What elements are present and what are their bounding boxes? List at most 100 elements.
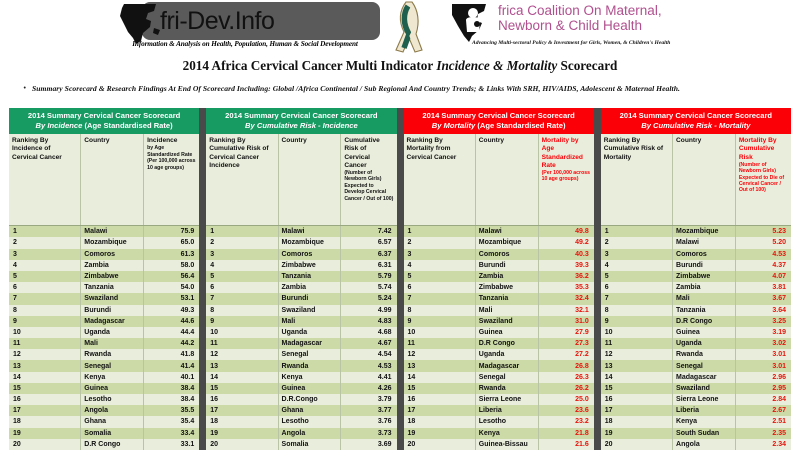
cell-country: Ghana [81,416,145,428]
table-row[interactable]: 13 Madagascar 26.8 [403,360,594,372]
table-row[interactable]: 1 Malawi 7.42 [206,226,397,238]
table-row[interactable]: 12 Senegal 4.54 [206,349,397,361]
table-row[interactable]: 7 Swaziland 53.1 [9,293,200,305]
table-row[interactable]: 15 Swaziland 2.95 [600,382,791,394]
cell-country: Guinea [476,326,539,339]
table-row[interactable]: 11 Madagascar 4.67 [206,338,397,350]
table-row[interactable]: 8 Swaziland 4.99 [206,304,397,316]
table-row[interactable]: 14 Kenya 4.41 [206,371,397,383]
column-header-rank: Ranking By Cumulative Risk of Cervical C… [206,134,279,226]
table-row[interactable]: 7 Mali 3.67 [600,293,791,305]
table-row[interactable]: 18 Lesotho 3.76 [206,416,397,428]
table-row[interactable]: 16 Sierra Leone 2.84 [600,394,791,406]
table-row[interactable]: 15 Rwanda 26.2 [403,382,594,394]
table-row[interactable]: 2 Mozambique 49.2 [403,237,594,249]
table-row[interactable]: 17 Liberia 2.67 [600,405,791,417]
cell-country: Mozambique [673,226,736,238]
table-row[interactable]: 18 Lesotho 23.2 [403,416,594,428]
table-row[interactable]: 10 Guinea 27.9 [403,326,594,339]
table-row[interactable]: 10 Uganda 4.68 [206,326,397,339]
table-4-banner: 2014 Summary Cervical Cancer Scorecard By… [600,108,791,135]
table-row[interactable]: 15 Guinea 4.26 [206,382,397,394]
table-row[interactable]: 8 Burundi 49.3 [9,304,200,316]
table-row[interactable]: 13 Rwanda 4.53 [206,360,397,372]
table-row[interactable]: 4 Burundi 4.37 [600,259,791,271]
table-row[interactable]: 6 Zambia 3.81 [600,282,791,294]
cell-value: 49.3 [180,306,195,314]
table-row[interactable]: 2 Mozambique 65.0 [9,237,200,249]
table-row[interactable]: 20 Guinea-Bissau 21.6 [403,438,594,450]
table-row[interactable]: 3 Comoros 61.3 [9,248,200,260]
table-row[interactable]: 19 Somalia 33.4 [9,427,200,439]
table-3-rows: 1 Malawi 49.8 2 Mozambique 49.2 3 Comoros 40.3 4 B… [403,226,594,450]
table-row[interactable]: 12 Rwanda 3.01 [600,349,791,361]
table-row[interactable]: 18 Ghana 35.4 [9,416,200,428]
cell-country: Malawi [279,226,342,238]
table-row[interactable]: 9 Mali 4.83 [206,315,397,327]
cell-rank: 15 [404,382,476,394]
cell-value: 41.8 [180,351,195,359]
table-row[interactable]: 6 Tanzania 54.0 [9,282,200,294]
table-row[interactable]: 12 Rwanda 41.8 [9,349,200,361]
table-row[interactable]: 16 Sierra Leone 25.0 [403,394,594,406]
table-row[interactable]: 6 Zambia 5.74 [206,282,397,294]
table-row[interactable]: 14 Kenya 40.1 [9,371,200,383]
table-row[interactable]: 9 D.R Congo 3.25 [600,315,791,327]
table-row[interactable]: 3 Comoros 40.3 [403,248,594,260]
table-row[interactable]: 14 Senegal 26.3 [403,371,594,383]
table-row[interactable]: 10 Uganda 44.4 [9,326,200,339]
cell-rank: 17 [9,405,82,417]
table-row[interactable]: 14 Madagascar 2.96 [600,371,791,383]
cell-rank: 2 [601,237,674,249]
table-row[interactable]: 15 Guinea 38.4 [9,382,200,394]
table-row[interactable]: 8 Tanzania 3.64 [600,304,791,316]
table-row[interactable]: 11 Uganda 3.02 [600,338,791,350]
table-row[interactable]: 6 Zimbabwe 35.3 [403,282,594,294]
table-row[interactable]: 4 Zimbabwe 6.31 [206,259,397,271]
table-row[interactable]: 2 Mozambique 6.57 [206,237,397,249]
table-row[interactable]: 19 Kenya 21.8 [403,427,594,439]
cell-country: Comoros [81,248,145,260]
table-row[interactable]: 1 Malawi 49.8 [403,226,594,238]
table-row[interactable]: 4 Zambia 58.0 [9,259,200,271]
cell-rank: 1 [9,226,82,238]
table-row[interactable]: 1 Mozambique 5.23 [600,226,791,238]
cell-rank: 8 [9,304,82,316]
table-row[interactable]: 3 Comoros 4.53 [600,248,791,260]
table-row[interactable]: 5 Zimbabwe 4.07 [600,270,791,283]
table-row[interactable]: 7 Burundi 5.24 [206,293,397,305]
table-row[interactable]: 9 Madagascar 44.6 [9,315,200,327]
table-row[interactable]: 18 Kenya 2.51 [600,416,791,428]
table-row[interactable]: 19 Angola 3.73 [206,427,397,439]
table-row[interactable]: 13 Senegal 3.01 [600,360,791,372]
table-row[interactable]: 5 Zambia 36.2 [403,270,594,283]
table-row[interactable]: 5 Tanzania 5.79 [206,270,397,283]
table-row[interactable]: 1 Malawi 75.9 [9,226,200,238]
table-row[interactable]: 4 Burundi 39.3 [403,259,594,271]
table-row[interactable]: 3 Comoros 6.37 [206,248,397,260]
table-row[interactable]: 13 Senegal 41.4 [9,360,200,372]
table-row[interactable]: 16 D.R.Congo 3.79 [206,394,397,406]
cell-value: 31.0 [575,317,589,325]
table-row[interactable]: 12 Uganda 27.2 [403,349,594,361]
table-row[interactable]: 11 D.R Congo 27.3 [403,338,594,350]
cell-value: 26.3 [575,373,589,381]
table-row[interactable]: 17 Liberia 23.6 [403,405,594,417]
table-row[interactable]: 20 Angola 2.34 [600,438,791,450]
table-row[interactable]: 20 D.R Congo 33.1 [9,438,200,450]
table-row[interactable]: 11 Mali 44.2 [9,338,200,350]
cell-rank: 16 [404,394,476,406]
table-row[interactable]: 9 Swaziland 31.0 [403,315,594,327]
table-row[interactable]: 10 Guinea 3.19 [600,326,791,339]
table-row[interactable]: 7 Tanzania 32.4 [403,293,594,305]
table-row[interactable]: 16 Lesotho 38.4 [9,394,200,406]
table-row[interactable]: 17 Ghana 3.77 [206,405,397,417]
cell-rank: 8 [601,304,674,316]
table-row[interactable]: 2 Malawi 5.20 [600,237,791,249]
table-row[interactable]: 17 Angola 35.5 [9,405,200,417]
table-row[interactable]: 19 South Sudan 2.35 [600,427,791,439]
afri-dev-wordmark: fri-Dev.Info [160,7,275,35]
table-row[interactable]: 20 Somalia 3.69 [206,438,397,450]
table-row[interactable]: 8 Mali 32.1 [403,304,594,316]
table-row[interactable]: 5 Zimbabwe 56.4 [9,270,200,283]
